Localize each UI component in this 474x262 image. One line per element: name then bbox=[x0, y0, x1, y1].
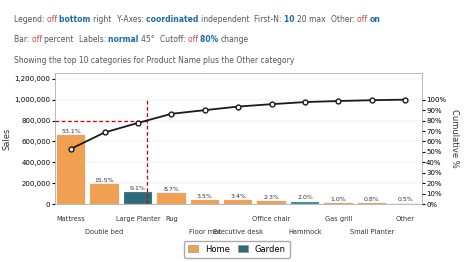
Text: coordinated: coordinated bbox=[146, 15, 201, 24]
Text: 20 max: 20 max bbox=[297, 15, 330, 24]
Text: off: off bbox=[32, 35, 45, 44]
Text: Y-Axes:: Y-Axes: bbox=[117, 15, 146, 24]
Text: Office chair: Office chair bbox=[252, 216, 291, 222]
Text: off: off bbox=[47, 15, 59, 24]
Text: Rug: Rug bbox=[165, 216, 178, 222]
Text: Gas grill: Gas grill bbox=[325, 216, 352, 222]
Text: 0.5%: 0.5% bbox=[397, 198, 413, 203]
Legend: Home, Garden: Home, Garden bbox=[184, 241, 290, 258]
Y-axis label: Sales: Sales bbox=[2, 128, 11, 150]
Text: 80%: 80% bbox=[200, 35, 221, 44]
Text: Large Planter: Large Planter bbox=[116, 216, 160, 222]
Text: Hammock: Hammock bbox=[288, 229, 322, 235]
Text: 2.0%: 2.0% bbox=[297, 195, 313, 200]
Text: 3.4%: 3.4% bbox=[230, 194, 246, 199]
Bar bbox=[91, 184, 119, 204]
Text: Cutoff:: Cutoff: bbox=[160, 35, 188, 44]
Text: Small Planter: Small Planter bbox=[350, 229, 394, 235]
Bar bbox=[291, 202, 319, 204]
Text: off: off bbox=[188, 35, 200, 44]
Text: on: on bbox=[370, 15, 381, 24]
Text: right: right bbox=[93, 15, 117, 24]
Text: independent: independent bbox=[201, 15, 254, 24]
Text: 3.5%: 3.5% bbox=[197, 194, 213, 199]
Text: normal: normal bbox=[108, 35, 141, 44]
Text: 53.1%: 53.1% bbox=[61, 129, 81, 134]
Text: Showing the top 10 categories for Product Name plus the Other category: Showing the top 10 categories for Produc… bbox=[14, 56, 294, 65]
Text: 10: 10 bbox=[284, 15, 297, 24]
Text: off: off bbox=[357, 15, 370, 24]
Text: Executive desk: Executive desk bbox=[213, 229, 263, 235]
Bar bbox=[191, 200, 219, 204]
Bar bbox=[57, 135, 85, 204]
Text: 9.1%: 9.1% bbox=[130, 186, 146, 191]
Text: Other:: Other: bbox=[330, 15, 357, 24]
Text: Double bed: Double bed bbox=[85, 229, 124, 235]
Bar bbox=[257, 201, 286, 204]
Text: 45°: 45° bbox=[141, 35, 160, 44]
Y-axis label: Cumulative %: Cumulative % bbox=[450, 110, 459, 168]
Text: change: change bbox=[221, 35, 249, 44]
Bar bbox=[224, 200, 252, 204]
Text: 15.5%: 15.5% bbox=[95, 178, 114, 183]
Bar bbox=[357, 203, 386, 204]
Text: 0.8%: 0.8% bbox=[364, 197, 380, 202]
Text: First-N:: First-N: bbox=[254, 15, 284, 24]
Text: Bar:: Bar: bbox=[14, 35, 32, 44]
Bar bbox=[157, 193, 186, 204]
Bar bbox=[124, 192, 152, 204]
Text: Other: Other bbox=[396, 216, 415, 222]
Text: percent: percent bbox=[45, 35, 79, 44]
Text: Labels:: Labels: bbox=[79, 35, 108, 44]
Bar bbox=[324, 203, 353, 204]
Text: bottom: bottom bbox=[59, 15, 93, 24]
Text: 2.3%: 2.3% bbox=[264, 195, 280, 200]
Text: 1.0%: 1.0% bbox=[330, 197, 346, 202]
Text: Legend:: Legend: bbox=[14, 15, 47, 24]
Text: Mattress: Mattress bbox=[57, 216, 86, 222]
Text: 8.7%: 8.7% bbox=[164, 187, 179, 192]
Text: Floor mat: Floor mat bbox=[189, 229, 221, 235]
